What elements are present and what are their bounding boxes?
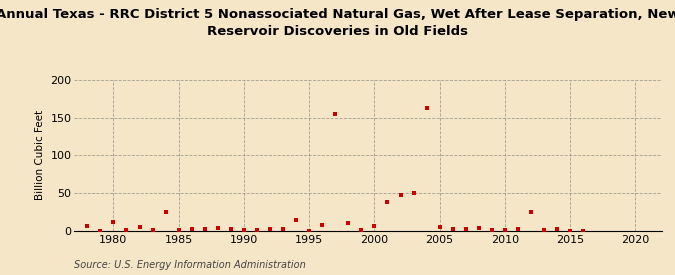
Point xyxy=(252,228,263,232)
Point xyxy=(134,225,145,229)
Point xyxy=(225,227,236,232)
Point xyxy=(330,112,341,116)
Point xyxy=(369,224,380,229)
Point xyxy=(108,220,119,224)
Point xyxy=(356,228,367,232)
Point xyxy=(448,227,458,231)
Point xyxy=(186,227,197,232)
Point xyxy=(500,228,510,232)
Point xyxy=(121,228,132,232)
Point xyxy=(82,224,92,228)
Point xyxy=(199,227,210,231)
Point xyxy=(434,225,445,229)
Point xyxy=(238,228,249,232)
Point xyxy=(578,229,589,233)
Point xyxy=(512,227,523,232)
Point xyxy=(565,229,576,233)
Point xyxy=(460,227,471,232)
Point xyxy=(160,210,171,214)
Point xyxy=(395,192,406,197)
Point xyxy=(213,226,223,230)
Point xyxy=(487,228,497,232)
Point xyxy=(277,227,288,231)
Point xyxy=(473,226,484,230)
Point xyxy=(317,223,327,227)
Point xyxy=(304,229,315,233)
Y-axis label: Billion Cubic Feet: Billion Cubic Feet xyxy=(35,110,45,200)
Point xyxy=(265,227,275,232)
Text: Source: U.S. Energy Information Administration: Source: U.S. Energy Information Administ… xyxy=(74,260,306,270)
Point xyxy=(147,228,158,232)
Point xyxy=(382,200,393,204)
Point xyxy=(173,228,184,232)
Point xyxy=(95,229,106,233)
Point xyxy=(291,218,302,223)
Point xyxy=(539,228,549,232)
Point xyxy=(526,210,537,214)
Point xyxy=(343,221,354,226)
Point xyxy=(408,191,419,195)
Point xyxy=(551,227,562,232)
Text: Annual Texas - RRC District 5 Nonassociated Natural Gas, Wet After Lease Separat: Annual Texas - RRC District 5 Nonassocia… xyxy=(0,8,675,38)
Point xyxy=(421,106,432,110)
